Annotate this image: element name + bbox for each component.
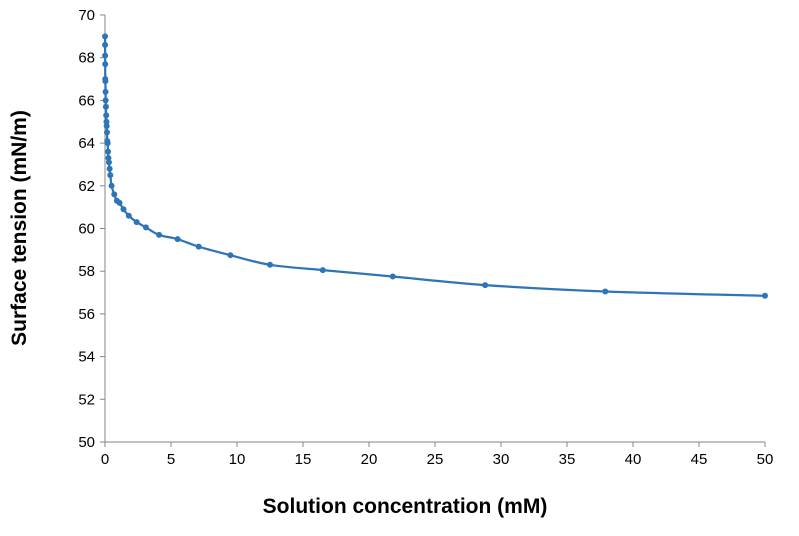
- data-point: [108, 182, 115, 189]
- data-point: [105, 148, 112, 155]
- x-tick-label: 10: [229, 451, 246, 468]
- data-point: [103, 129, 110, 136]
- y-tick-label: 52: [78, 391, 95, 408]
- data-point: [102, 41, 109, 48]
- data-point: [103, 118, 110, 125]
- data-point: [482, 282, 489, 289]
- x-axis-title: Solution concentration (mM): [263, 495, 548, 518]
- tick-labels: 50 52 54 56 58 60 62 64 66 68 70 0 5 10 15 20 25 30 35 40 45…: [78, 7, 773, 468]
- x-tick-label: 20: [361, 451, 378, 468]
- data-point: [104, 140, 111, 147]
- y-tick-label: 56: [78, 306, 95, 323]
- data-point: [102, 52, 109, 59]
- y-tick-label: 58: [78, 263, 95, 280]
- data-point: [319, 267, 326, 274]
- data-point: [125, 212, 132, 219]
- series-layer: [102, 33, 768, 299]
- x-tick-label: 5: [167, 451, 175, 468]
- x-tick-label: 50: [757, 451, 774, 468]
- data-point: [102, 97, 109, 104]
- data-point: [102, 78, 109, 85]
- x-tick-label: 40: [625, 451, 642, 468]
- data-point: [102, 103, 109, 110]
- data-point: [133, 219, 140, 226]
- data-point: [107, 172, 114, 179]
- y-tick-label: 50: [78, 434, 95, 451]
- y-tick-label: 68: [78, 50, 95, 67]
- x-tick-label: 15: [295, 451, 312, 468]
- x-tick-label: 30: [493, 451, 510, 468]
- data-point: [102, 61, 109, 68]
- x-tick-label: 25: [427, 451, 444, 468]
- data-point: [102, 33, 109, 40]
- y-tick-label: 60: [78, 221, 95, 238]
- data-point: [116, 199, 123, 206]
- data-point: [103, 123, 110, 130]
- data-point: [267, 261, 273, 268]
- x-tick-label: 0: [101, 451, 109, 468]
- y-tick-label: 62: [78, 178, 95, 195]
- data-point: [762, 292, 768, 299]
- axes: [100, 14, 766, 447]
- y-tick-label: 64: [78, 135, 95, 152]
- data-point: [106, 165, 113, 172]
- data-point: [103, 112, 110, 119]
- data-point: [602, 288, 609, 295]
- data-point: [102, 88, 109, 95]
- data-point: [389, 273, 396, 280]
- data-point: [195, 243, 202, 250]
- data-point: [227, 252, 234, 259]
- y-tick-label: 66: [78, 92, 95, 109]
- series-line: [103, 35, 767, 297]
- x-tick-label: 35: [559, 451, 576, 468]
- data-point: [111, 191, 118, 198]
- data-point: [120, 206, 127, 213]
- y-tick-label: 70: [78, 7, 95, 24]
- data-point: [142, 224, 149, 231]
- y-tick-label: 54: [78, 349, 95, 366]
- data-point: [174, 236, 181, 243]
- data-point: [105, 159, 112, 166]
- y-axis-title: Surface tension (mN/m): [8, 110, 31, 346]
- x-tick-label: 45: [691, 451, 708, 468]
- data-point: [156, 231, 163, 238]
